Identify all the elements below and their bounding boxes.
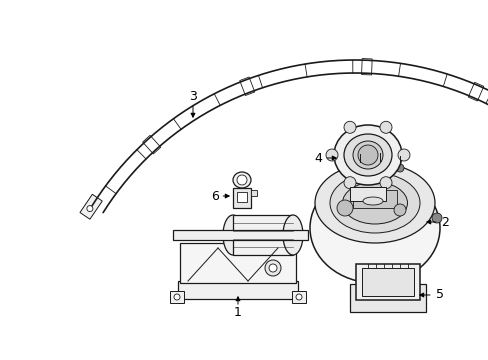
Bar <box>178 281 297 299</box>
Circle shape <box>343 177 355 189</box>
Bar <box>291 291 305 303</box>
Bar <box>170 291 183 303</box>
Bar <box>232 215 292 255</box>
Bar <box>180 243 295 283</box>
Bar <box>361 268 413 296</box>
Circle shape <box>397 149 409 161</box>
Text: 6: 6 <box>211 189 219 202</box>
Ellipse shape <box>329 173 419 233</box>
Circle shape <box>295 294 302 300</box>
Bar <box>355 264 419 300</box>
Bar <box>250 190 257 196</box>
Text: 3: 3 <box>189 90 197 103</box>
Circle shape <box>268 264 276 272</box>
Circle shape <box>264 260 281 276</box>
Bar <box>352 190 396 208</box>
Text: 2: 2 <box>440 216 448 229</box>
Circle shape <box>357 145 377 165</box>
Circle shape <box>393 204 405 216</box>
Bar <box>237 192 246 202</box>
Circle shape <box>336 200 352 216</box>
Circle shape <box>343 121 355 133</box>
Text: 4: 4 <box>313 152 321 165</box>
Bar <box>232 215 292 255</box>
Bar <box>349 284 425 312</box>
Text: 5: 5 <box>435 288 443 302</box>
Ellipse shape <box>362 197 382 205</box>
Ellipse shape <box>283 215 303 255</box>
Bar <box>232 188 250 208</box>
Ellipse shape <box>333 125 401 185</box>
Circle shape <box>237 175 246 185</box>
Circle shape <box>355 162 363 170</box>
Bar <box>349 187 385 201</box>
Circle shape <box>325 149 337 161</box>
Ellipse shape <box>309 173 439 283</box>
Ellipse shape <box>342 182 407 224</box>
Circle shape <box>395 164 403 172</box>
Circle shape <box>431 213 441 223</box>
Ellipse shape <box>343 134 391 176</box>
Ellipse shape <box>223 215 243 255</box>
Bar <box>173 230 307 240</box>
Text: 1: 1 <box>234 306 242 320</box>
Ellipse shape <box>352 141 382 169</box>
Circle shape <box>174 294 180 300</box>
Circle shape <box>87 206 93 212</box>
Circle shape <box>379 121 391 133</box>
Ellipse shape <box>314 163 434 243</box>
Ellipse shape <box>232 172 250 188</box>
Polygon shape <box>80 194 102 219</box>
Circle shape <box>379 177 391 189</box>
Circle shape <box>375 161 383 169</box>
